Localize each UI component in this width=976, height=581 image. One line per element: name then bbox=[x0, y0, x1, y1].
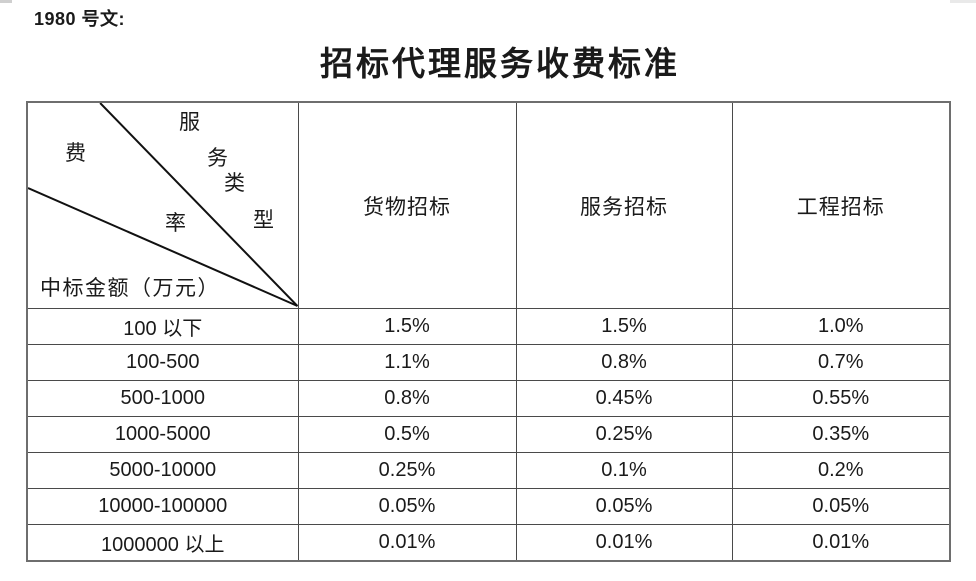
corner-fee-rate-char: 费 bbox=[65, 141, 86, 165]
rate-cell: 0.1% bbox=[515, 452, 733, 489]
fee-table: 服 务 类 型 费 率 中标金额（万元） 货物招标 服务招标 工程招标 100 … bbox=[26, 101, 951, 562]
rate-cell: 0.25% bbox=[297, 452, 517, 489]
amount-cell: 100-500 bbox=[26, 344, 299, 381]
rate-cell: 0.45% bbox=[515, 380, 733, 417]
rate-cell: 1.1% bbox=[297, 344, 517, 381]
column-header-works: 工程招标 bbox=[731, 101, 951, 309]
header-row: 服 务 类 型 费 率 中标金额（万元） 货物招标 服务招标 工程招标 bbox=[26, 101, 951, 309]
corner-service-type-char: 型 bbox=[253, 208, 274, 232]
table-row: 1000000 以上 0.01% 0.01% 0.01% bbox=[26, 524, 951, 562]
table-row: 1000-5000 0.5% 0.25% 0.35% bbox=[26, 416, 951, 453]
corner-fee-rate-char: 率 bbox=[165, 211, 186, 235]
rate-cell: 0.35% bbox=[731, 416, 951, 453]
diagonal-lines bbox=[28, 102, 297, 307]
rate-cell: 1.5% bbox=[515, 308, 733, 345]
page-title: 招标代理服务收费标准 bbox=[320, 47, 680, 83]
corner-service-type-char: 务 bbox=[207, 146, 228, 170]
rate-cell: 0.8% bbox=[297, 380, 517, 417]
rate-cell: 0.7% bbox=[731, 344, 951, 381]
rate-cell: 0.5% bbox=[297, 416, 517, 453]
amount-cell: 5000-10000 bbox=[26, 452, 299, 489]
amount-cell: 500-1000 bbox=[26, 380, 299, 417]
rate-cell: 0.55% bbox=[731, 380, 951, 417]
diagonal-header-cell: 服 务 类 型 费 率 中标金额（万元） bbox=[26, 101, 299, 309]
rate-cell: 1.0% bbox=[731, 308, 951, 345]
screen-artifact-top-left bbox=[0, 0, 12, 3]
screen-artifact-top-right bbox=[950, 0, 976, 3]
table-row: 500-1000 0.8% 0.45% 0.55% bbox=[26, 380, 951, 417]
rate-cell: 0.01% bbox=[731, 524, 951, 562]
amount-cell: 1000000 以上 bbox=[26, 524, 299, 562]
diagonal-header-content: 服 务 类 型 费 率 中标金额（万元） bbox=[28, 102, 297, 308]
table-row: 10000-100000 0.05% 0.05% 0.05% bbox=[26, 488, 951, 525]
rate-cell: 0.01% bbox=[297, 524, 517, 562]
amount-cell: 10000-100000 bbox=[26, 488, 299, 525]
diagonal-line-lower bbox=[28, 187, 297, 307]
rate-cell: 0.8% bbox=[515, 344, 733, 381]
rate-cell: 0.01% bbox=[515, 524, 733, 562]
table-row: 100-500 1.1% 0.8% 0.7% bbox=[26, 344, 951, 381]
rate-cell: 0.2% bbox=[731, 452, 951, 489]
rate-cell: 1.5% bbox=[297, 308, 517, 345]
rate-cell: 0.05% bbox=[731, 488, 951, 525]
column-header-services: 服务招标 bbox=[515, 101, 733, 309]
rate-cell: 0.05% bbox=[515, 488, 733, 525]
amount-cell: 1000-5000 bbox=[26, 416, 299, 453]
corner-service-type-char: 服 bbox=[179, 110, 200, 134]
rate-cell: 0.05% bbox=[297, 488, 517, 525]
table-row: 5000-10000 0.25% 0.1% 0.2% bbox=[26, 452, 951, 489]
table-row: 100 以下 1.5% 1.5% 1.0% bbox=[26, 308, 951, 345]
corner-service-type-char: 类 bbox=[224, 171, 245, 195]
rate-cell: 0.25% bbox=[515, 416, 733, 453]
doc-number-label: 1980 号文: bbox=[34, 9, 126, 29]
corner-amount-label: 中标金额（万元） bbox=[40, 276, 220, 300]
column-header-goods: 货物招标 bbox=[297, 101, 517, 309]
diagonal-line-upper bbox=[99, 102, 297, 307]
amount-cell: 100 以下 bbox=[26, 308, 299, 345]
